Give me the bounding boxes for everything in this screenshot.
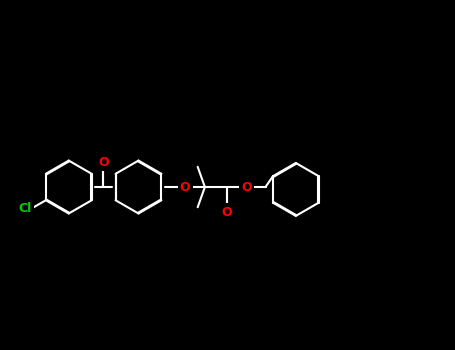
- Text: O: O: [180, 181, 191, 194]
- Text: O: O: [98, 156, 109, 169]
- Text: O: O: [242, 181, 252, 194]
- Text: O: O: [221, 205, 232, 218]
- Text: Cl: Cl: [18, 202, 31, 215]
